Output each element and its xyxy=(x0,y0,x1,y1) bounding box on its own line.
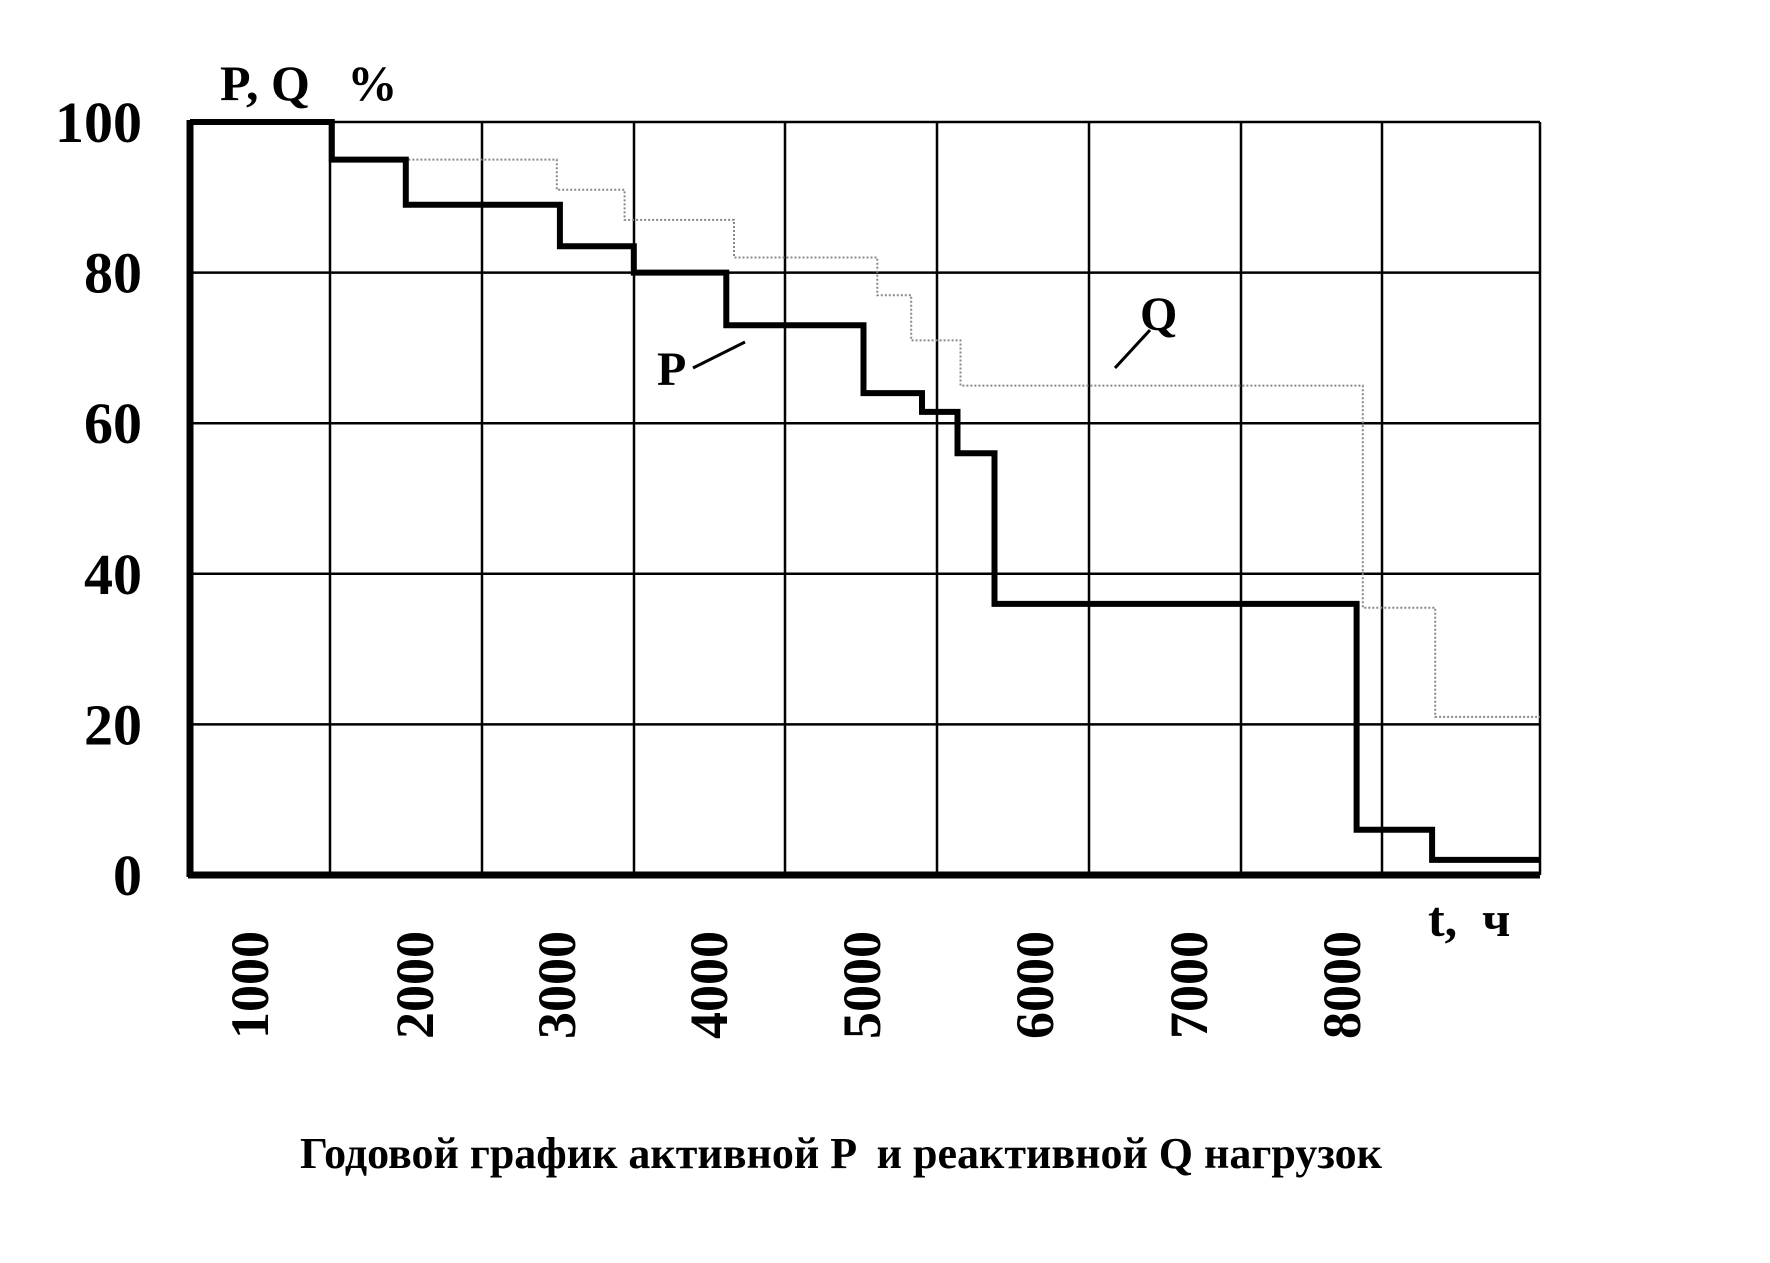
y-axis-label: P, Q % xyxy=(220,55,397,111)
x-tick-label: 1000 xyxy=(220,931,280,1039)
x-axis-label: t, ч xyxy=(1428,891,1510,947)
grid xyxy=(188,120,1542,877)
y-tick-label: 40 xyxy=(84,542,142,607)
y-tick-label: 80 xyxy=(84,241,142,306)
x-tick-label: 6000 xyxy=(1005,931,1065,1039)
series-pointer-q xyxy=(1113,328,1152,370)
axes xyxy=(186,120,1540,879)
x-tick-label: 2000 xyxy=(385,931,445,1039)
x-tick-labels: 1000 2000 3000 4000 5000 6000 7000 8000 xyxy=(220,931,1372,1039)
y-tick-label: 20 xyxy=(84,692,142,757)
y-tick-label: 0 xyxy=(113,843,142,908)
series-group xyxy=(190,119,1540,863)
chart-title: Годовой график активной P и реактивной Q… xyxy=(300,1129,1383,1178)
y-tick-labels: 0 20 40 60 80 100 xyxy=(55,90,142,908)
x-tick-label: 8000 xyxy=(1312,931,1372,1039)
series-pointer-p xyxy=(692,340,746,370)
series-line-p xyxy=(190,119,1540,863)
series-line-q xyxy=(190,121,1540,718)
x-tick-label: 3000 xyxy=(527,931,587,1039)
series-label-p: P xyxy=(657,343,686,396)
x-tick-label: 4000 xyxy=(679,931,739,1039)
y-tick-label: 60 xyxy=(84,391,142,456)
x-tick-label: 5000 xyxy=(832,931,892,1039)
x-tick-label: 7000 xyxy=(1159,931,1219,1039)
y-tick-label: 100 xyxy=(55,90,142,155)
